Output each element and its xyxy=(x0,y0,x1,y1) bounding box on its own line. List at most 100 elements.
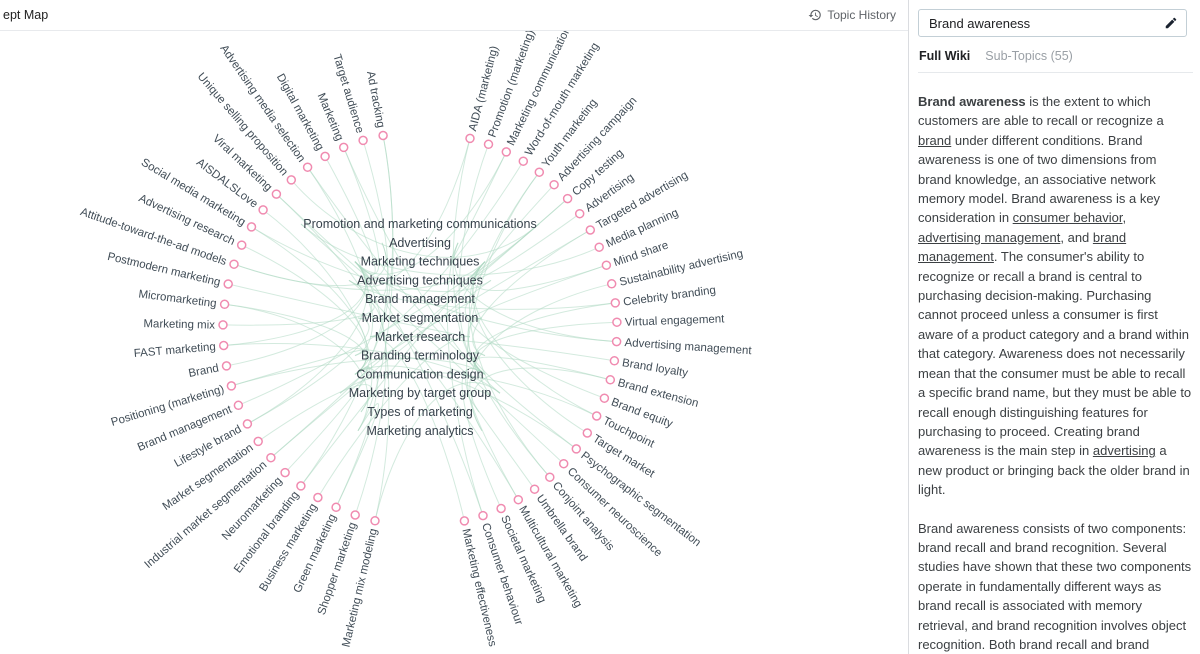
tab-sub-topics[interactable]: Sub-Topics (55) xyxy=(985,49,1073,63)
center-topic-label[interactable]: Promotion and marketing communications xyxy=(303,217,536,231)
topic-node[interactable] xyxy=(571,444,582,454)
concept-edge xyxy=(300,261,486,487)
topic-node[interactable] xyxy=(280,467,290,478)
topic-node-label[interactable]: Neuromarketing xyxy=(220,475,285,543)
topic-node[interactable] xyxy=(331,502,341,513)
edit-pencil-icon[interactable] xyxy=(1164,16,1178,30)
topic-node[interactable] xyxy=(253,436,263,447)
topic-node[interactable] xyxy=(219,299,230,310)
center-topic-label[interactable]: Advertising techniques xyxy=(357,273,483,287)
topic-node[interactable] xyxy=(465,133,475,144)
topic-node[interactable] xyxy=(313,492,323,503)
topic-node[interactable] xyxy=(605,375,616,385)
topic-node[interactable] xyxy=(223,279,233,289)
tab-full-wiki[interactable]: Full Wiki xyxy=(919,49,971,63)
topic-node[interactable] xyxy=(612,317,622,327)
center-topic-label[interactable]: Marketing by target group xyxy=(349,386,491,400)
concept-edge xyxy=(471,352,577,450)
topic-input[interactable] xyxy=(918,9,1187,37)
center-topic-label[interactable]: Branding terminology xyxy=(361,349,480,363)
concept-edge xyxy=(369,335,615,362)
center-topic-label[interactable]: Advertising xyxy=(389,236,451,250)
center-topic-label[interactable]: Marketing analytics xyxy=(367,424,474,438)
topic-node[interactable] xyxy=(236,240,247,250)
topic-node[interactable] xyxy=(320,151,330,162)
topic-node-label[interactable]: Micromarketing xyxy=(138,288,217,310)
topic-node[interactable] xyxy=(534,167,545,177)
topic-node[interactable] xyxy=(258,205,268,215)
concept-edge xyxy=(354,298,387,516)
wiki-link[interactable]: advertising management xyxy=(918,229,1061,245)
topic-node[interactable] xyxy=(350,510,360,520)
topic-node[interactable] xyxy=(599,393,610,403)
topic-node[interactable] xyxy=(591,411,602,421)
topic-node-label[interactable]: Promotion (marketing) xyxy=(487,28,538,139)
topic-node[interactable] xyxy=(378,130,388,141)
center-topic-label[interactable]: Market segmentation xyxy=(362,311,479,325)
wiki-link[interactable]: consumer behavior xyxy=(1012,210,1123,226)
topic-node-label[interactable]: Attitude-toward-the-ad models xyxy=(79,206,229,268)
topic-node[interactable] xyxy=(233,400,244,411)
topic-node[interactable] xyxy=(370,516,380,526)
topic-node[interactable] xyxy=(574,208,585,219)
topic-node[interactable] xyxy=(218,340,229,351)
topic-node-label[interactable]: Celebrity branding xyxy=(623,284,717,308)
topic-node[interactable] xyxy=(358,135,368,146)
topic-node[interactable] xyxy=(459,516,470,526)
wiki-link[interactable]: brand xyxy=(918,132,952,148)
topic-node[interactable] xyxy=(582,428,593,438)
center-topic-label[interactable]: Types of marketing xyxy=(367,405,473,419)
topic-node[interactable] xyxy=(558,458,569,469)
topic-node[interactable] xyxy=(545,472,555,482)
topic-node[interactable] xyxy=(611,336,622,347)
topic-node[interactable] xyxy=(229,259,239,269)
topic-node[interactable] xyxy=(601,260,612,270)
topic-node[interactable] xyxy=(609,356,620,366)
topic-node[interactable] xyxy=(483,139,494,150)
topic-node-label[interactable]: Brand loyalty xyxy=(621,357,689,380)
topic-node[interactable] xyxy=(226,381,237,391)
topic-node[interactable] xyxy=(218,320,228,330)
topic-node-label[interactable]: FAST marketing xyxy=(133,341,216,360)
topic-node-label[interactable]: Brand xyxy=(188,362,220,380)
topic-node[interactable] xyxy=(266,452,276,463)
topic-node[interactable] xyxy=(246,222,257,232)
page-title: ept Map xyxy=(3,8,49,22)
topic-node[interactable] xyxy=(606,279,617,289)
topic-node[interactable] xyxy=(221,361,232,371)
topic-node-label[interactable]: Marketing mix xyxy=(143,318,215,332)
topic-node[interactable] xyxy=(585,225,596,235)
topic-node[interactable] xyxy=(594,242,604,252)
topic-node-label[interactable]: Advertising management xyxy=(624,337,753,357)
topic-node-label[interactable]: Virtual engagement xyxy=(625,313,726,328)
concept-edge xyxy=(354,229,591,375)
topic-node[interactable] xyxy=(302,162,313,172)
concept-edge xyxy=(290,179,540,258)
topic-node[interactable] xyxy=(478,510,488,521)
center-topic-label[interactable]: Brand management xyxy=(365,292,475,306)
center-topic-label[interactable]: Market research xyxy=(375,330,465,344)
wiki-link[interactable]: brand management xyxy=(918,229,1127,265)
article-text: under different conditions. Brand awaren… xyxy=(918,132,1161,226)
topic-node[interactable] xyxy=(610,298,621,308)
center-topic-label[interactable]: Marketing techniques xyxy=(361,255,480,269)
concept-edge xyxy=(335,368,378,508)
topic-node[interactable] xyxy=(338,142,349,153)
topic-node-label[interactable]: Ad tracking xyxy=(364,70,387,129)
topic-node[interactable] xyxy=(242,419,253,429)
topic-node[interactable] xyxy=(562,193,573,204)
topic-node[interactable] xyxy=(549,179,559,190)
edges-layer xyxy=(222,135,617,522)
topic-node[interactable] xyxy=(496,503,506,514)
topic-node[interactable] xyxy=(518,156,529,166)
center-topic-label[interactable]: Communication design xyxy=(356,367,483,381)
topic-node[interactable] xyxy=(501,147,512,157)
topic-node[interactable] xyxy=(513,494,524,505)
topic-node[interactable] xyxy=(296,481,306,491)
topic-node[interactable] xyxy=(271,189,282,199)
topic-node[interactable] xyxy=(286,175,297,185)
wiki-link[interactable]: advertising xyxy=(1092,443,1156,459)
topic-node[interactable] xyxy=(529,484,540,494)
topic-history-button[interactable]: Topic History xyxy=(808,8,896,22)
